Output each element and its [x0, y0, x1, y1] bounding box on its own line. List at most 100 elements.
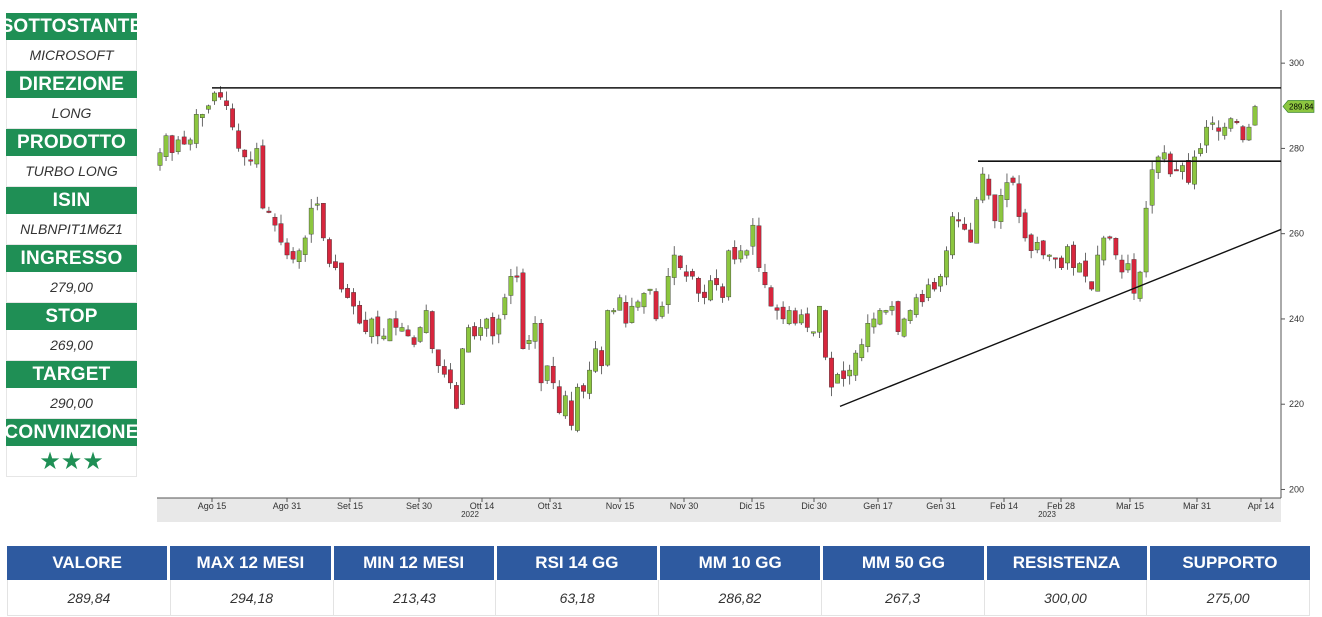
candle-body: [581, 385, 586, 392]
x-tick-label: Ott 14: [470, 501, 495, 511]
candle-body: [1113, 238, 1119, 256]
candle-body: [829, 357, 834, 388]
year-label: 2023: [1038, 510, 1056, 519]
candle-body: [1234, 121, 1240, 124]
candle-body: [1186, 160, 1191, 183]
candle-body: [351, 292, 356, 307]
candle-body: [798, 314, 804, 324]
candle-body: [1022, 212, 1028, 239]
candle-body: [1155, 156, 1161, 173]
candle-body: [375, 316, 381, 337]
candle-body: [1198, 148, 1203, 154]
x-axis-band: [157, 498, 1281, 522]
candle-body: [1010, 177, 1016, 183]
candle-body: [998, 195, 1004, 222]
candle-body: [1222, 126, 1228, 136]
candle-body: [1119, 259, 1125, 273]
candle-body: [435, 349, 441, 367]
x-tick-label: Ott 31: [538, 501, 563, 511]
candle-body: [157, 152, 163, 166]
x-tick-label: Apr 14: [1248, 501, 1275, 511]
candle-body: [296, 250, 302, 262]
candle-body: [212, 92, 217, 102]
candle-body: [345, 287, 350, 298]
candle-body: [218, 92, 223, 98]
candle-body: [423, 310, 429, 333]
candle-body: [1040, 240, 1046, 256]
candle-body: [708, 280, 713, 301]
candle-body: [556, 386, 562, 413]
candle-body: [448, 369, 453, 384]
candle-body: [333, 261, 338, 268]
candle-body: [562, 395, 568, 417]
candle-body: [550, 365, 556, 384]
y-tick-label: 200: [1289, 484, 1304, 494]
value-ingresso: 279,00: [6, 272, 137, 303]
candle-body: [284, 242, 290, 256]
candle-body: [1180, 165, 1185, 172]
candle-body: [478, 327, 484, 336]
candle-body: [889, 305, 895, 311]
x-tick-label: Set 30: [406, 501, 432, 511]
candle-body: [1089, 281, 1095, 290]
candle-body: [611, 310, 617, 313]
value-prodotto: TURBO LONG: [6, 156, 137, 187]
candle-body: [187, 139, 193, 145]
candle-body: [1059, 257, 1064, 268]
value-valore: 289,84: [7, 580, 171, 616]
candle-body: [1216, 127, 1222, 132]
candle-body: [417, 327, 423, 342]
stats-table: VALORE MAX 12 MESI MIN 12 MESI RSI 14 GG…: [7, 546, 1310, 616]
candle-body: [671, 254, 677, 278]
value-supporto: 275,00: [1147, 580, 1310, 616]
candle-body: [659, 305, 665, 317]
header-max-12-mesi: MAX 12 MESI: [170, 546, 334, 580]
candle-body: [925, 284, 931, 298]
candle-body: [393, 318, 399, 328]
stats-value-row: 289,84 294,18 213,43 63,18 286,82 267,3 …: [7, 580, 1310, 616]
header-valore: VALORE: [7, 546, 171, 580]
value-target: 290,00: [6, 388, 137, 419]
candle-body: [339, 262, 344, 290]
candle-body: [720, 286, 726, 298]
candle-body: [623, 302, 629, 324]
y-tick-label: 220: [1289, 399, 1304, 409]
candle-body: [405, 329, 411, 337]
x-tick-label: Mar 31: [1183, 501, 1211, 511]
candle-body: [363, 319, 369, 332]
candle-body: [750, 224, 756, 247]
candle-body: [314, 203, 320, 206]
candle-body: [242, 149, 248, 158]
candle-body: [665, 276, 671, 305]
candle-body: [974, 199, 980, 244]
candle-body: [1046, 254, 1052, 257]
candle-body: [260, 145, 266, 209]
candle-body: [726, 250, 732, 298]
candle-body: [1107, 236, 1113, 239]
candle-body: [514, 275, 520, 278]
candle-body: [538, 322, 544, 384]
candle-body: [853, 352, 859, 376]
year-label: 2022: [461, 510, 479, 519]
candle-body: [387, 318, 393, 342]
candle-body: [847, 369, 853, 377]
candle-body: [1016, 183, 1022, 217]
candle-body: [1052, 257, 1058, 260]
value-mm-10-gg: 286,82: [659, 580, 822, 616]
candle-body: [575, 386, 580, 431]
candle-body: [302, 237, 308, 255]
candle-body: [1028, 234, 1034, 251]
candle-body: [683, 271, 689, 277]
candle-body: [199, 114, 205, 118]
candle-body: [1210, 122, 1216, 125]
candle-body: [1095, 254, 1101, 292]
candle-body: [308, 207, 314, 235]
candle-body: [859, 344, 865, 358]
candle-body: [738, 250, 744, 260]
x-tick-label: Nov 15: [606, 501, 635, 511]
candle-body: [1077, 263, 1082, 273]
candle-body: [175, 139, 181, 152]
header-rsi-14-gg: RSI 14 GG: [496, 546, 660, 580]
candle-body: [1228, 118, 1234, 129]
x-tick-label: Ago 15: [198, 501, 227, 511]
